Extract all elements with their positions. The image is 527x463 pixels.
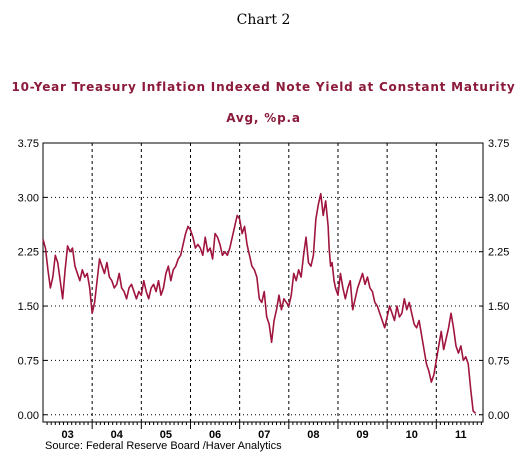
plot-frame	[42, 142, 484, 423]
y-tick-label-left: 0.75	[18, 355, 39, 367]
x-tick-label: 03	[61, 429, 73, 441]
x-tick-label: 11	[455, 429, 467, 441]
x-tick-label: 08	[307, 429, 319, 441]
y-tick-label-right: 0.00	[488, 410, 509, 422]
y-tick-label-left: 2.25	[18, 247, 39, 259]
x-tick-label: 07	[258, 429, 270, 441]
x-tick-label: 10	[406, 429, 418, 441]
x-tick-label: 04	[111, 429, 124, 441]
y-tick-label-left: 3.75	[18, 138, 39, 150]
y-tick-label-right: 0.75	[488, 355, 509, 367]
y-tick-label-right: 3.75	[488, 138, 509, 150]
y-tick-label-right: 3.00	[488, 192, 509, 204]
source-note: Source: Federal Reserve Board /Haver Ana…	[45, 440, 282, 452]
series-line	[42, 192, 477, 414]
chart-subtitle: Avg, %p.a	[226, 111, 301, 125]
axis-layer: 3.75 3.75 3.00 3.00 2.25 2.25 1.50 1.50 0.75 0.75…	[18, 138, 510, 441]
y-tick-label-left: 1.50	[18, 301, 39, 313]
chart-heading: Chart 2	[236, 12, 291, 28]
x-tick-label: 05	[160, 429, 172, 441]
y-tick-label-left: 0.00	[18, 410, 39, 422]
series-layer	[42, 192, 477, 414]
x-tick-label: 09	[356, 429, 368, 441]
y-tick-label-right: 2.25	[488, 247, 509, 259]
grid-layer	[43, 142, 483, 422]
x-tick-label: 06	[209, 429, 221, 441]
chart-title: 10-Year Treasury Inflation Indexed Note …	[11, 80, 516, 94]
y-tick-label-left: 3.00	[18, 192, 39, 204]
y-tick-label-right: 1.50	[488, 301, 509, 313]
